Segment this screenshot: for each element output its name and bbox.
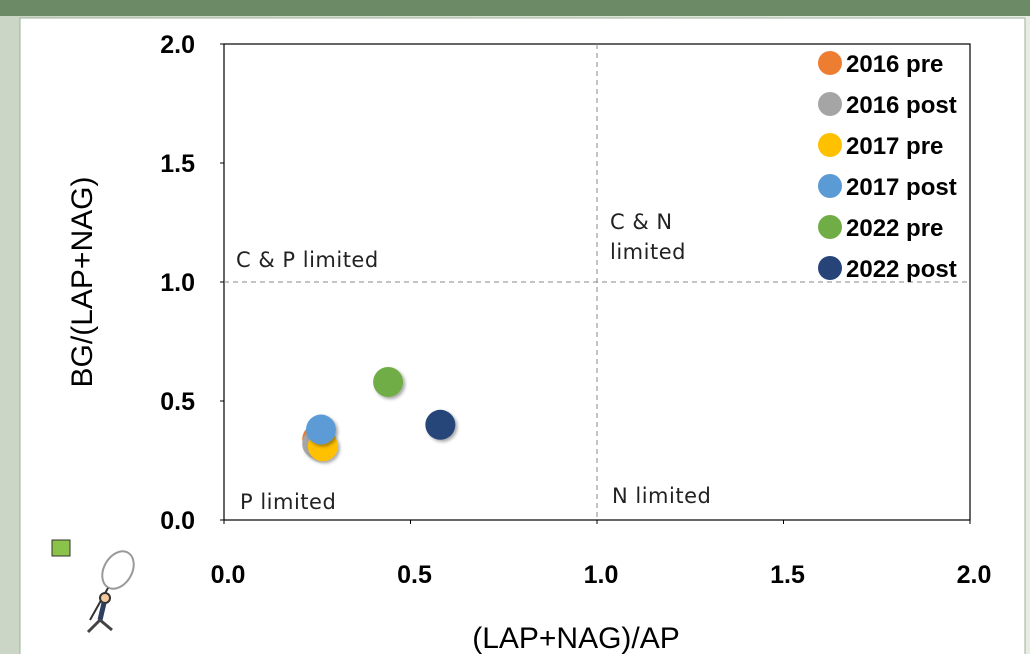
page: 0.0 0.5 1.0 1.5 2.0 0.0 0.5 1.0 1.5 2.0 (LAP+NAG)/… <box>0 0 1030 654</box>
y-tick-label: 2.0 <box>160 31 195 59</box>
chart: 0.0 0.5 1.0 1.5 2.0 0.0 0.5 1.0 1.5 2.0 (LAP+NAG)/… <box>0 0 1030 654</box>
legend-label: 2017 post <box>846 174 957 201</box>
legend-marker <box>818 215 842 239</box>
annotation: N limited <box>612 484 711 508</box>
y-axis-label: BG/(LAP+NAG) <box>66 177 99 388</box>
annotation: C & P limited <box>236 248 379 272</box>
x-tick-label: 1.0 <box>584 561 619 589</box>
x-tick-label: 2.0 <box>957 561 992 589</box>
y-tick-label: 0.0 <box>160 507 195 535</box>
y-tick-label: 0.5 <box>160 388 195 416</box>
point <box>373 367 403 397</box>
legend-label: 2016 pre <box>846 51 943 78</box>
legend-marker <box>818 51 842 75</box>
legend-label: 2022 post <box>846 256 957 283</box>
legend-marker <box>818 133 842 157</box>
legend-marker <box>818 92 842 116</box>
top-bar <box>0 0 1030 16</box>
annotation: P limited <box>240 490 336 514</box>
legend-label: 2016 post <box>846 92 957 119</box>
point <box>425 410 455 440</box>
annotation: limited <box>610 240 686 264</box>
x-tick-label: 0.0 <box>211 561 246 589</box>
x-axis-label: (LAP+NAG)/AP <box>472 622 680 654</box>
legend-label: 2022 pre <box>846 215 943 242</box>
point <box>306 415 336 445</box>
annotation: C & N <box>610 210 673 234</box>
legend-label: 2017 pre <box>846 133 943 160</box>
x-tick-label: 0.5 <box>397 561 432 589</box>
legend-marker <box>818 256 842 280</box>
y-tick-label: 1.0 <box>160 269 195 297</box>
x-tick-label: 1.5 <box>770 561 805 589</box>
legend-marker <box>818 174 842 198</box>
y-tick-label: 1.5 <box>160 150 195 178</box>
